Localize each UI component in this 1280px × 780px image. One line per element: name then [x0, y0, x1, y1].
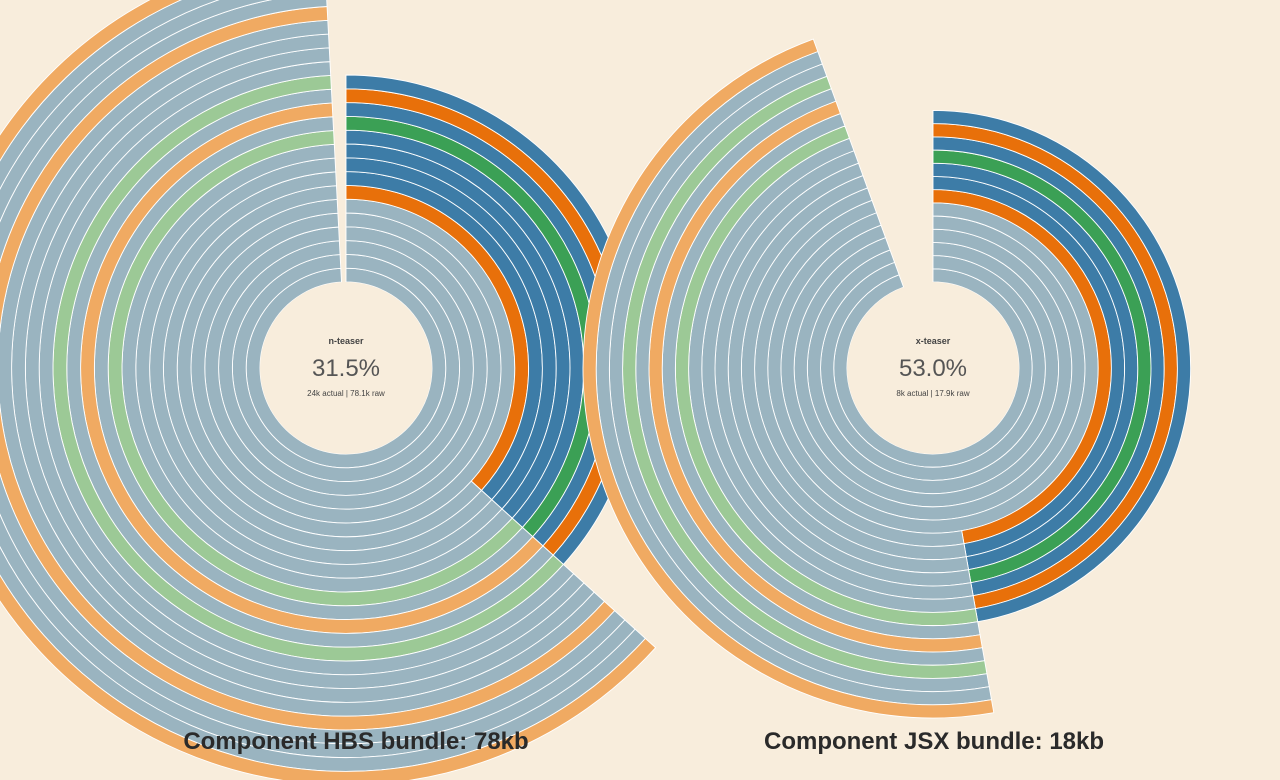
sunburst-n-teaser: n-teaser 31.5% 24k actual | 78.1k raw — [0, 0, 657, 780]
center-size-text: 24k actual | 78.1k raw — [307, 389, 385, 398]
caption-jsx-bundle: Component JSX bundle: 18kb — [763, 728, 1105, 755]
outer-ring-segment — [582, 38, 995, 719]
center-name: x-teaser — [916, 336, 951, 346]
center-percent: 53.0% — [899, 355, 967, 382]
center-name: n-teaser — [328, 336, 364, 346]
center-disc — [260, 282, 432, 454]
caption-hbs-bundle: Component HBS bundle: 78kb — [183, 728, 529, 755]
center-percent: 31.5% — [312, 355, 380, 382]
outer-ring-segment — [0, 0, 657, 780]
sunburst-x-teaser: x-teaser 53.0% 8k actual | 17.9k raw — [582, 38, 1192, 719]
center-disc — [847, 282, 1019, 454]
center-size-text: 8k actual | 17.9k raw — [896, 389, 969, 398]
